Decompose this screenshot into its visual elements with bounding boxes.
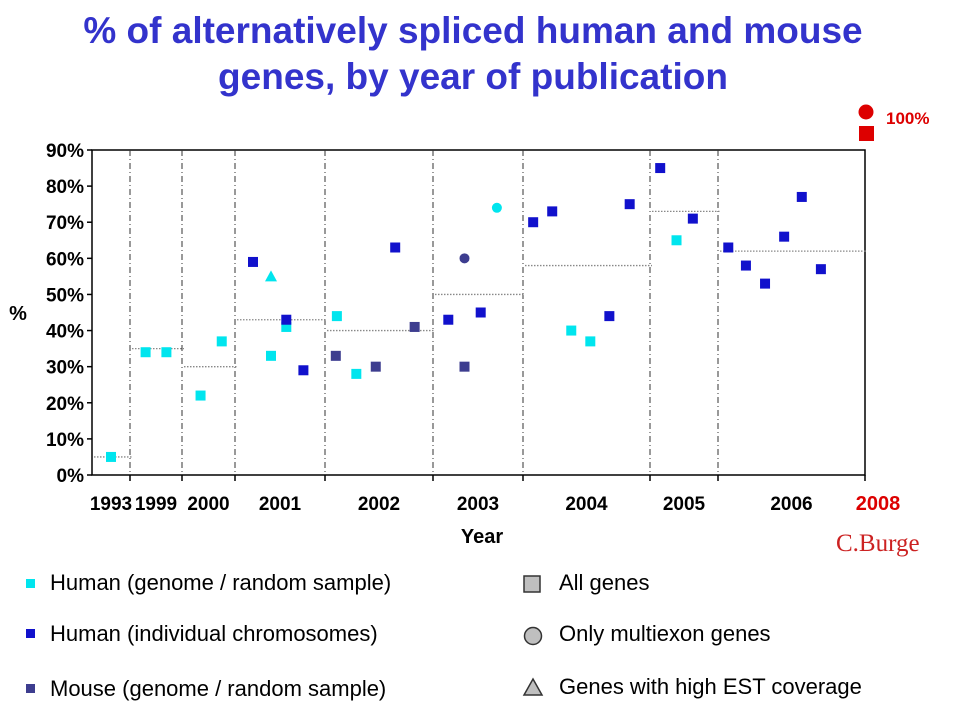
data-point-square: [815, 264, 826, 275]
data-point-square: [604, 311, 615, 322]
data-points: [106, 163, 826, 462]
chart-title-line-2: genes, by year of publication: [218, 56, 728, 97]
data-point-square: [687, 213, 698, 224]
x-tick-label: 2000: [187, 494, 229, 515]
x-tick-label: 2006: [770, 494, 812, 515]
year-separators: [129, 150, 719, 475]
y-tick-label: 80%: [46, 177, 84, 198]
data-point-triangle: [265, 270, 277, 282]
x-tick-label: 1993: [90, 494, 132, 515]
credit-text: C.Burge: [836, 530, 920, 557]
legend-circle-icon: [523, 626, 543, 646]
legend-swatch-human-chrom: [26, 629, 35, 638]
legend-label-high-est: Genes with high EST coverage: [559, 674, 862, 699]
data-point-square: [585, 336, 596, 347]
x-tick-label: 1999: [135, 494, 177, 515]
y-tick-label: 50%: [46, 285, 84, 306]
data-point-square: [331, 311, 342, 322]
annotation-100-percent: 100%: [886, 109, 929, 128]
data-point-square: [106, 451, 116, 462]
x-tick-label: 2005: [663, 494, 706, 515]
data-point-square: [216, 336, 227, 347]
data-point-square: [266, 350, 276, 361]
x-tick-label: 2004: [565, 494, 608, 515]
data-point-circle-100: [858, 104, 874, 120]
legend-label-human-chrom: Human (individual chromosomes): [50, 621, 378, 646]
data-point-square: [624, 199, 635, 210]
data-point-square: [195, 390, 206, 401]
data-point-square: [351, 368, 362, 379]
data-point-square: [655, 163, 666, 174]
x-tick-label: 2001: [259, 494, 302, 515]
legend-swatch-mouse: [26, 684, 35, 693]
legend-swatch-human-genome: [26, 579, 35, 588]
data-point-square: [779, 231, 790, 242]
data-point-square: [528, 217, 539, 228]
data-point-square: [459, 361, 470, 372]
data-point-square: [796, 191, 807, 202]
legend-triangle-icon: [522, 677, 544, 696]
tick-labels: 0% 10% 20% 30% 40% 50% 60% 70% 80% 90% 1993 1999 200…: [9, 141, 813, 548]
data-point-square: [723, 242, 734, 253]
y-tick-label: 0%: [57, 466, 85, 487]
y-tick-label: 10%: [46, 430, 84, 451]
data-point-circle: [459, 253, 470, 264]
y-axis-label: %: [9, 303, 27, 325]
annotations: 2008 100%: [856, 104, 929, 515]
y-tick-label: 60%: [46, 249, 84, 270]
chart-axes: [87, 149, 866, 481]
legend-label-multiexon: Only multiexon genes: [559, 621, 771, 646]
plot-frame: [91, 149, 866, 476]
legend-label-all-genes: All genes: [559, 570, 650, 595]
y-tick-label: 70%: [46, 213, 84, 234]
y-tick-label: 40%: [46, 322, 84, 343]
data-point-square: [740, 260, 751, 271]
data-point-circle: [491, 202, 502, 213]
data-point-square: [248, 256, 258, 267]
y-tick-label: 90%: [46, 141, 84, 162]
data-point-square: [298, 365, 309, 376]
legend-square-icon: [523, 575, 541, 593]
data-point-square: [443, 314, 454, 325]
x-tick-label: 2002: [358, 494, 400, 515]
chart-title: % of alternatively spliced human and mou…: [0, 8, 946, 100]
legend-label-human-genome: Human (genome / random sample): [50, 570, 392, 595]
data-point-square: [760, 278, 771, 289]
data-point-square: [547, 206, 558, 217]
x-extra-label-2008: 2008: [856, 493, 901, 515]
data-point-square-100: [859, 126, 874, 141]
legend-label-mouse: Mouse (genome / random sample): [50, 676, 387, 701]
y-tick-label: 30%: [46, 358, 84, 379]
data-point-square: [281, 321, 292, 332]
data-point-square: [671, 235, 682, 246]
data-point-square: [370, 361, 381, 372]
data-point-square: [140, 347, 151, 358]
data-point-square: [566, 325, 577, 336]
data-point-square: [281, 314, 292, 325]
x-axis-label: Year: [461, 526, 503, 548]
y-tick-label: 20%: [46, 394, 84, 415]
data-point-square: [475, 307, 486, 318]
year-mean-lines: [94, 210, 867, 458]
data-point-square: [390, 242, 401, 253]
data-point-square: [161, 347, 172, 358]
data-point-square: [409, 321, 420, 332]
data-point-square: [330, 350, 341, 361]
chart-title-line-1: % of alternatively spliced human and mou…: [83, 10, 863, 51]
x-tick-label: 2003: [457, 494, 499, 515]
